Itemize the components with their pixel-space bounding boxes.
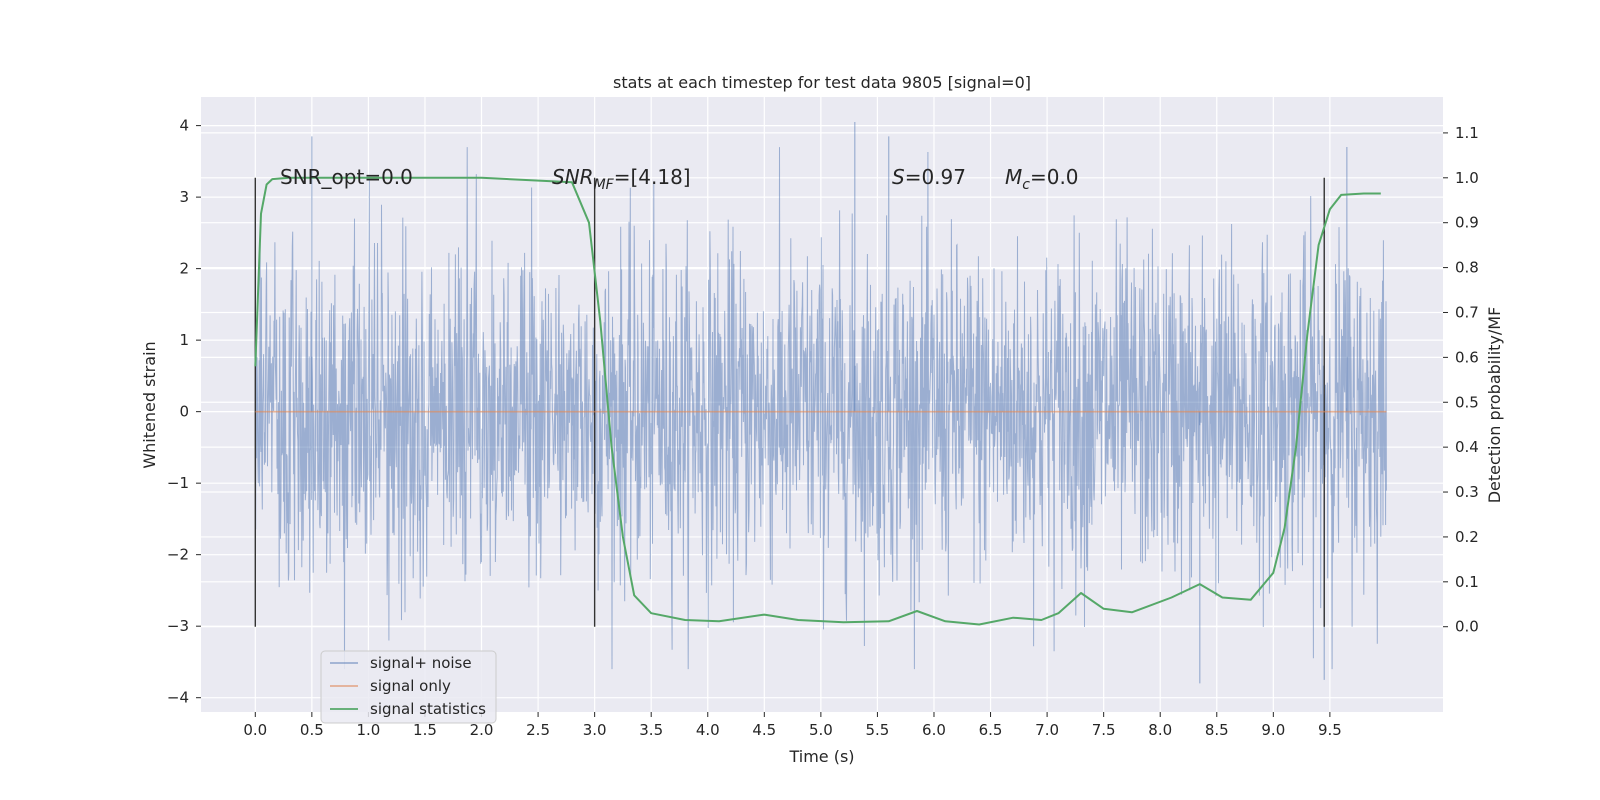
x-axis-ticks: 0.0 0.5 1.0 1.5 2.0 2.5 3.0 3.5 4.0 4.5 5.0 5.5 6.0 6… (243, 712, 1342, 739)
y-tick-label: 2 (179, 260, 189, 278)
y-right-axis-label: Detection probability/MF (1485, 307, 1504, 504)
legend-label-signal-only: signal only (370, 677, 451, 695)
y-right-tick-label: 1.1 (1455, 124, 1479, 142)
x-tick-label: 7.5 (1092, 721, 1116, 739)
y-tick-label: 4 (179, 117, 189, 135)
y-tick-label: 3 (179, 188, 189, 206)
x-tick-label: 5.0 (809, 721, 833, 739)
y-right-tick-label: 0.8 (1455, 259, 1479, 277)
y-axis-label: Whitened strain (140, 341, 159, 468)
legend-label-signal-noise: signal+ noise (370, 654, 472, 672)
annotation-mc: Mc=0.0 (1005, 165, 1079, 193)
y-tick-label: −3 (167, 617, 189, 635)
legend-box (320, 650, 497, 724)
x-tick-label: 1.0 (356, 721, 380, 739)
y-right-tick-label: 0.2 (1455, 528, 1479, 546)
x-tick-label: 9.0 (1261, 721, 1285, 739)
y-right-axis-ticks: 1.1 1.0 0.9 0.8 0.7 0.6 0.5 0.4 0.3 0.2 0.1 0.0 (1443, 124, 1479, 636)
y-right-tick-label: 0.7 (1455, 303, 1479, 321)
x-tick-label: 8.5 (1205, 721, 1229, 739)
chart-title: stats at each timestep for test data 980… (613, 73, 1031, 92)
signal-noise-trace (254, 147, 1387, 670)
y-tick-label: −1 (167, 474, 189, 492)
y-tick-label: 0 (179, 403, 189, 421)
legend-label-signal-statistics: signal statistics (370, 700, 486, 718)
x-tick-label: 2.0 (470, 721, 494, 739)
x-axis-label: Time (s) (788, 747, 854, 766)
x-tick-label: 0.0 (243, 721, 267, 739)
x-tick-label: 3.5 (639, 721, 663, 739)
y-right-tick-label: 0.3 (1455, 483, 1479, 501)
y-axis-ticks: 4 3 2 1 0 −1 −2 −3 −4 (167, 117, 201, 707)
x-tick-label: 4.5 (752, 721, 776, 739)
annotation-s: S=0.97 (892, 165, 966, 189)
y-right-tick-label: 0.9 (1455, 214, 1479, 232)
legend: signal+ noise signal only signal statist… (320, 650, 497, 724)
y-right-tick-label: 1.0 (1455, 169, 1479, 187)
signal-statistics-line (254, 176, 1381, 626)
y-right-tick-label: 0.0 (1455, 618, 1479, 636)
y-right-tick-label: 0.5 (1455, 393, 1479, 411)
annotation-snr-opt: SNR_opt=0.0 (280, 165, 413, 189)
vertical-markers (254, 177, 1325, 627)
annotation-snr-mf: SNRMF=[4.18] (552, 165, 691, 193)
x-tick-label: 9.5 (1318, 721, 1342, 739)
x-tick-label: 3.0 (583, 721, 607, 739)
x-tick-label: 4.0 (696, 721, 720, 739)
x-tick-label: 8.0 (1148, 721, 1172, 739)
y-right-tick-label: 0.6 (1455, 348, 1479, 366)
y-tick-label: 1 (179, 331, 189, 349)
x-tick-label: 5.5 (865, 721, 889, 739)
x-tick-label: 7.0 (1035, 721, 1059, 739)
x-tick-label: 1.5 (413, 721, 437, 739)
x-tick-label: 6.5 (979, 721, 1003, 739)
x-tick-label: 0.5 (300, 721, 324, 739)
y-right-tick-label: 0.4 (1455, 438, 1479, 456)
x-tick-label: 6.0 (922, 721, 946, 739)
y-tick-label: −2 (167, 546, 189, 564)
y-right-tick-label: 0.1 (1455, 573, 1479, 591)
y-tick-label: −4 (167, 689, 189, 707)
x-tick-label: 2.5 (526, 721, 550, 739)
series-signal-statistics (254, 176, 1381, 626)
